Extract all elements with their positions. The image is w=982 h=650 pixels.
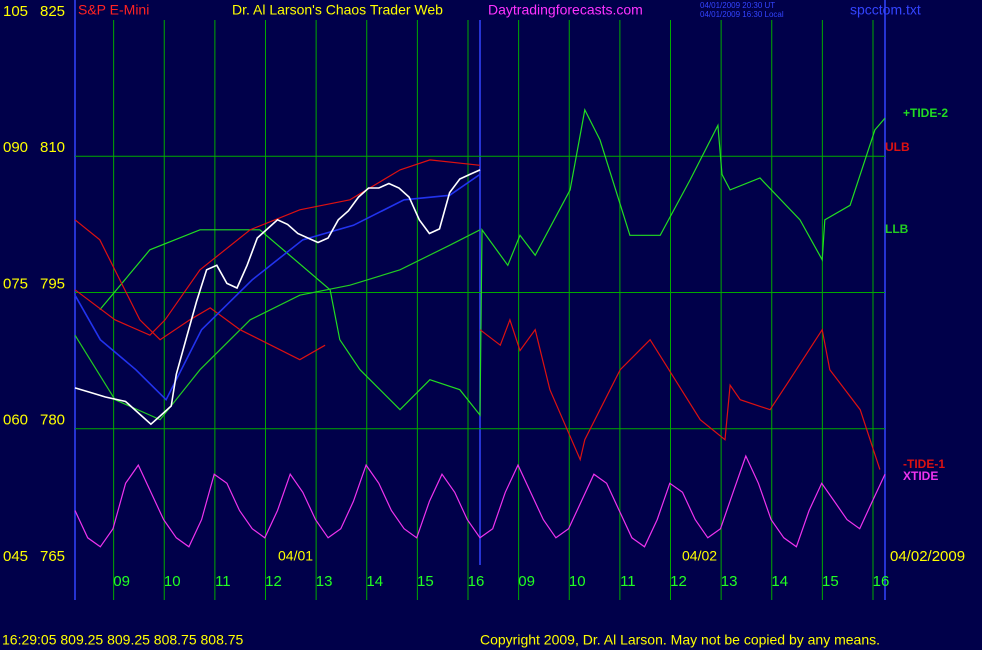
x-tick-label: 12	[670, 573, 687, 590]
x-tick-label: 09	[518, 573, 535, 590]
time-ut: 04/01/2009 20:30 UT	[700, 1, 775, 10]
instrument-label: S&P E-Mini	[78, 2, 149, 18]
x-tick-label: 16	[468, 573, 485, 590]
y-tick-label: 795	[40, 275, 65, 292]
x-tick-label: 09	[113, 573, 130, 590]
file-name: spcctom.txt	[850, 2, 921, 18]
status-line: 16:29:05 809.25 809.25 808.75 808.75	[2, 632, 244, 648]
y2-tick-label: 045	[3, 548, 28, 565]
copyright: Copyright 2009, Dr. Al Larson. May not b…	[480, 632, 880, 648]
series-line	[74, 173, 481, 402]
x-tick-label: 15	[822, 573, 839, 590]
series-line	[74, 454, 886, 548]
x-tick-label: 12	[265, 573, 282, 590]
site-name: Daytradingforecasts.com	[488, 2, 643, 18]
x-tick-label: 14	[366, 573, 383, 590]
x-tick-label: 16	[873, 573, 890, 590]
x-tick-label: 10	[164, 573, 181, 590]
x-tick-label: 14	[771, 573, 788, 590]
y2-tick-label: 075	[3, 275, 28, 292]
x-tick-label: 13	[721, 573, 738, 590]
date-label: 04/01	[278, 548, 313, 564]
series-line	[74, 169, 481, 426]
x-tick-label: 13	[316, 573, 333, 590]
y-tick-label: 810	[40, 139, 65, 156]
series-label: -TIDE-1	[903, 457, 945, 471]
series-label: XTIDE	[903, 469, 938, 483]
series-label: ULB	[885, 140, 910, 154]
series-label: LLB	[885, 222, 909, 236]
series-line	[74, 159, 481, 336]
x-tick-label: 11	[620, 573, 636, 590]
chart-title: Dr. Al Larson's Chaos Trader Web	[232, 2, 443, 18]
series-line	[74, 229, 481, 421]
x-tick-label: 15	[417, 573, 434, 590]
series-line	[99, 108, 886, 417]
time-local: 04/01/2009 16:30 Local	[700, 10, 784, 19]
date-label: 04/02	[682, 548, 717, 564]
y2-tick-label: 060	[3, 412, 28, 429]
x-tick-label: 10	[569, 573, 586, 590]
x-tick-label: 11	[215, 573, 231, 590]
series-label: +TIDE-2	[903, 106, 948, 120]
y2-tick-label: 090	[3, 139, 28, 156]
series-line	[74, 219, 881, 470]
y-tick-label: 780	[40, 412, 65, 429]
y-tick-label: 825	[40, 3, 65, 20]
y-tick-label: 765	[40, 548, 65, 565]
y2-tick-label: 105	[3, 3, 28, 20]
end-date: 04/02/2009	[890, 548, 965, 565]
